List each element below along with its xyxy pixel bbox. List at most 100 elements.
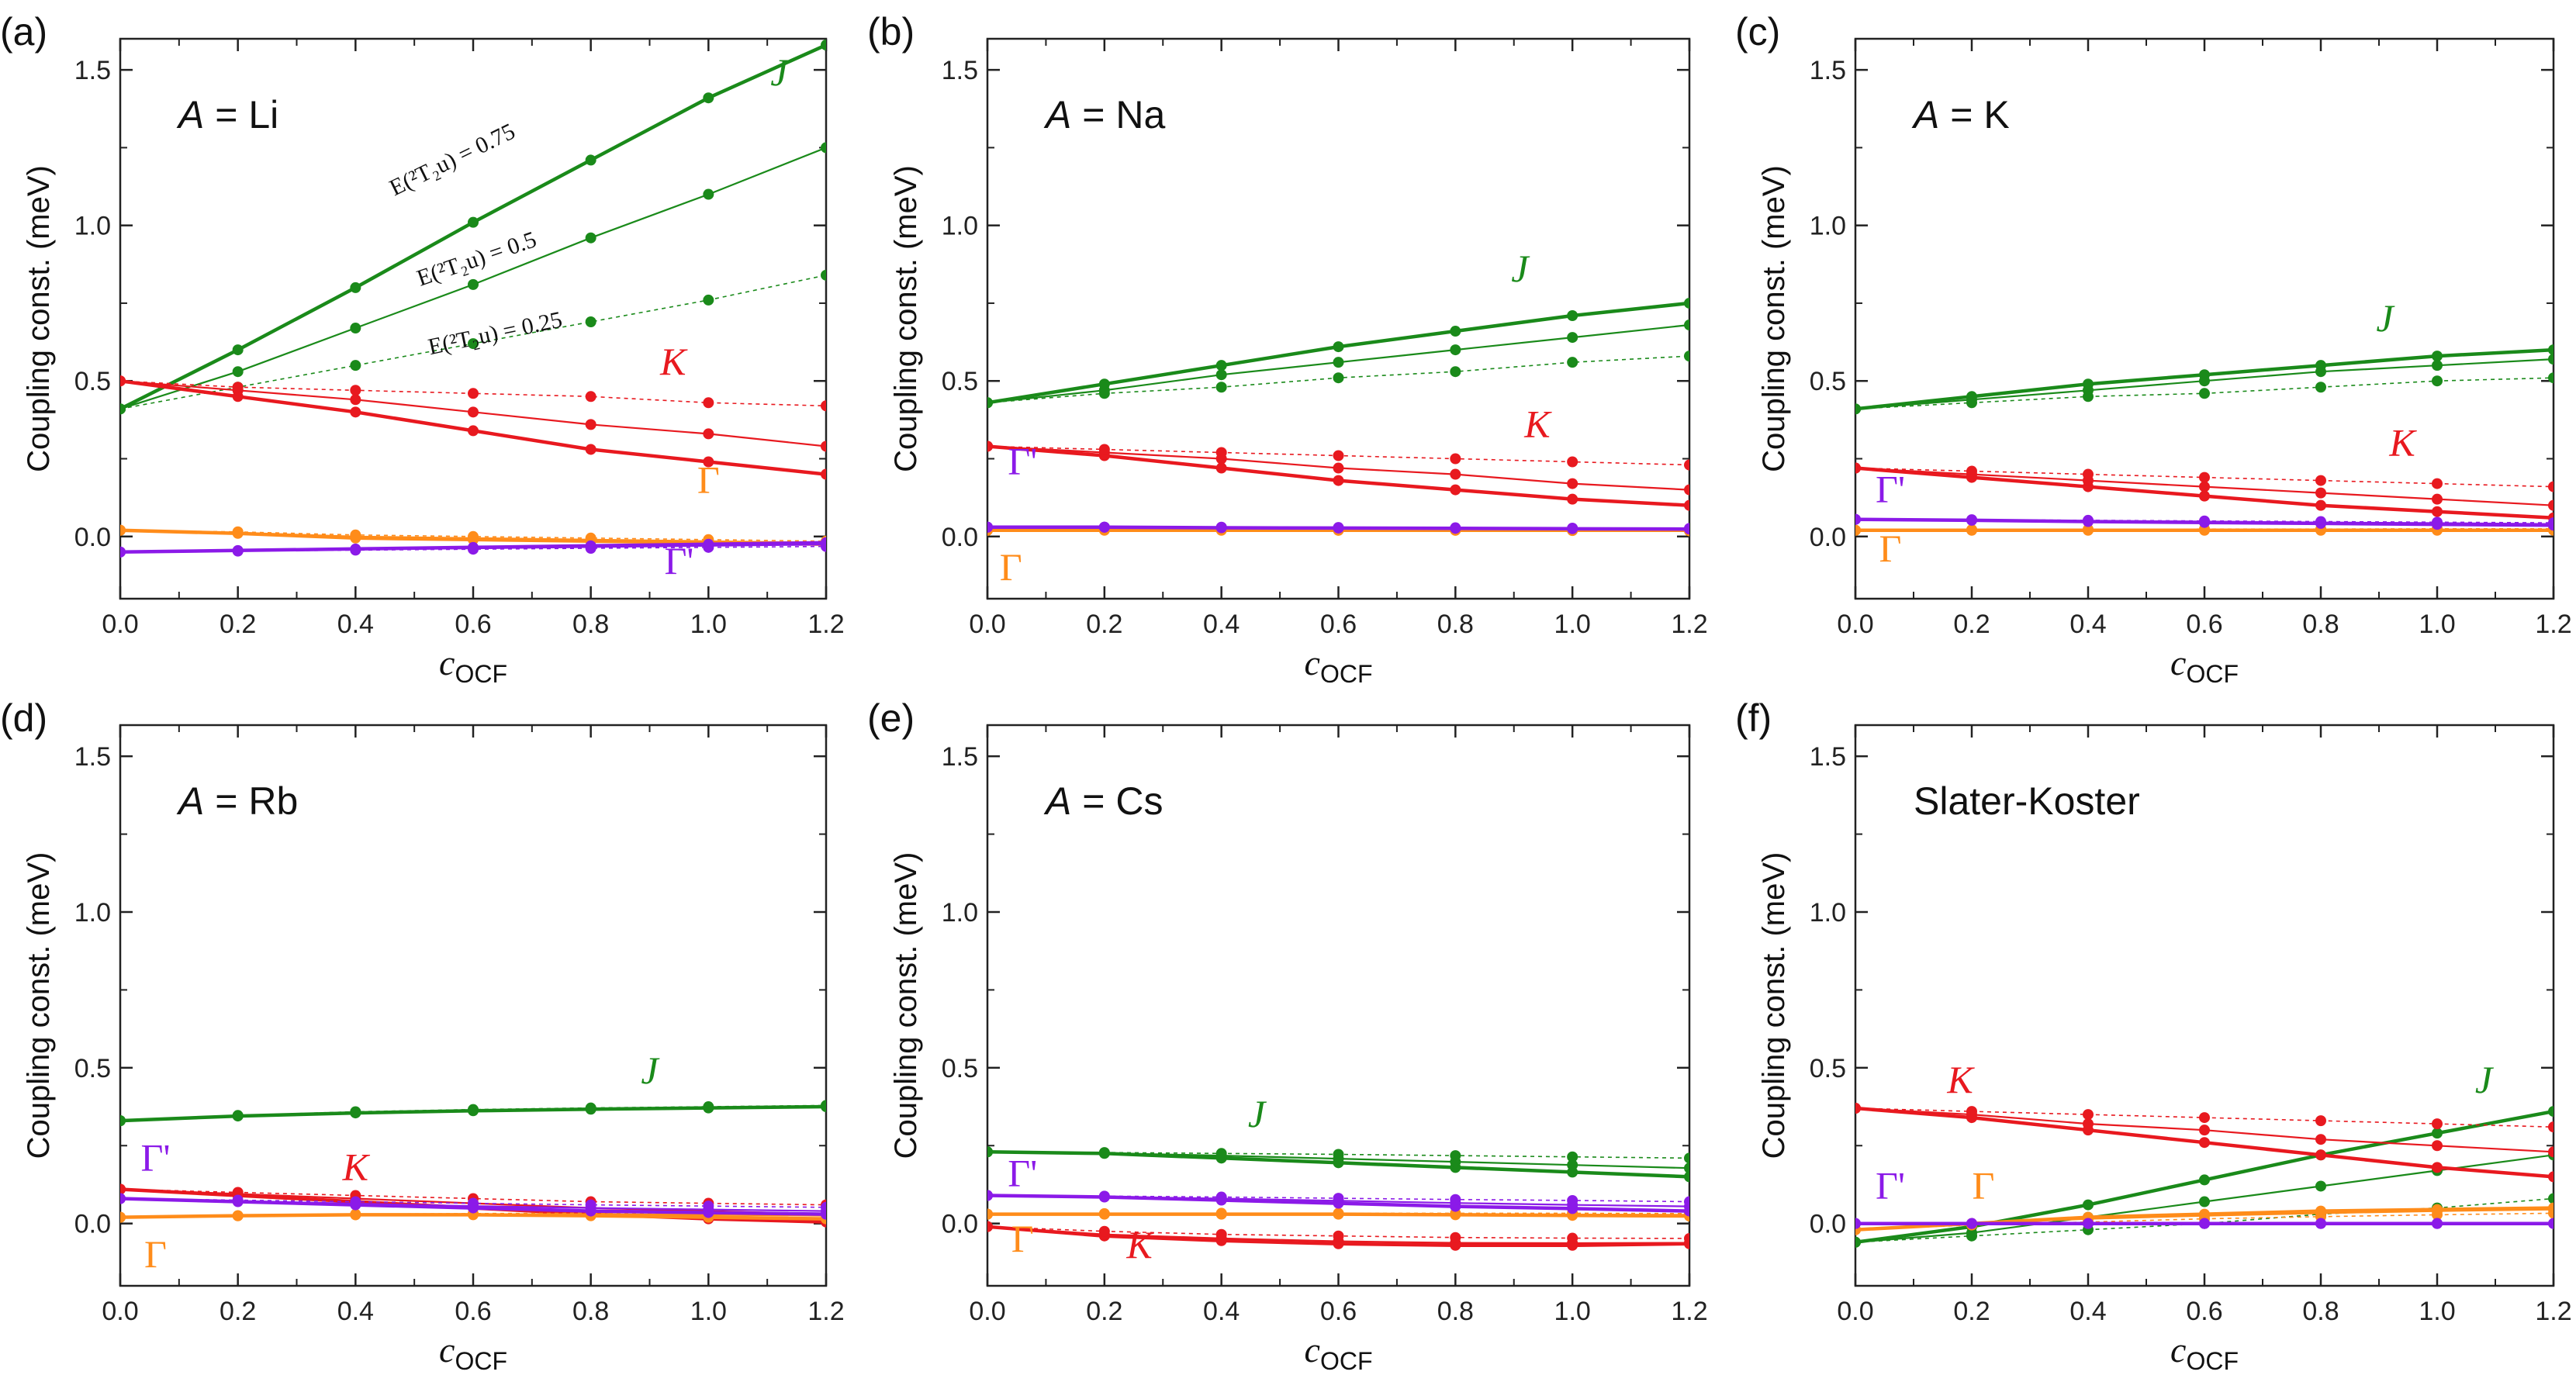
x-tick-label: 0.6 [455,610,491,639]
data-point-J-0.75 [821,40,826,51]
data-point-J-0.5 [2199,375,2210,387]
data-point-K-0.5 [1450,468,1461,480]
x-axis-var: c [2170,643,2186,682]
data-point-J-0.5 [2199,1196,2210,1207]
series-label: Γ [1879,527,1902,570]
y-tick-label: 0.0 [1810,1210,1846,1239]
panel-title: A = Rb [176,779,298,823]
y-tick-label: 1.5 [942,742,978,772]
data-point-GammaP-0.25 [703,541,714,553]
data-point-J-0.25 [1450,1150,1461,1162]
series-label: Γ' [1008,440,1037,483]
data-point-Gamma-0.25 [2548,1207,2554,1219]
data-point-K-0.25 [232,1187,244,1198]
y-tick-label: 0.5 [1810,367,1846,396]
data-point-J-0.25 [1215,382,1227,393]
x-tick-label: 0.4 [1203,610,1240,639]
data-point-GammaP-0.25 [120,1193,126,1204]
data-point-J-0.25 [703,294,714,306]
y-tick-label: 1.5 [942,56,978,85]
data-point-K-0.5 [585,419,596,430]
data-point-K-0.5 [1684,484,1689,496]
data-point-GammaP-0.25 [703,1201,714,1212]
data-point-J-0.25 [2199,388,2210,399]
data-point-K-0.25 [987,440,993,452]
data-point-J-0.75 [2199,1174,2210,1186]
x-tick-label: 0.8 [2302,610,2339,639]
y-tick-label: 1.5 [1810,56,1846,85]
data-point-K-0.5 [2083,1118,2094,1130]
data-point-GammaP-0.25 [120,546,126,558]
series-layer [120,1100,826,1228]
data-point-GammaP-0.25 [1855,1218,1861,1229]
data-point-Gamma-0.25 [350,1208,361,1220]
x-axis-var: c [1305,1330,1320,1370]
data-point-J-0.25 [1855,1236,1861,1248]
data-point-J-0.25 [468,338,479,350]
data-point-J-0.25 [1098,388,1110,399]
data-point-GammaP-0.25 [350,1196,361,1207]
data-point-J-0.75 [2548,344,2554,356]
x-tick-label: 0.0 [1837,610,1873,639]
data-point-Gamma-0.25 [2083,523,2094,535]
data-point-GammaP-0.25 [585,543,596,554]
panel-label: (b) [867,10,915,54]
y-tick-label: 0.0 [942,1210,978,1239]
data-point-J-0.5 [232,366,244,378]
data-point-GammaP-0.25 [1098,1190,1110,1202]
data-point-J-0.75 [232,344,244,356]
data-point-J-0.5 [1215,369,1227,381]
data-point-K-0.25 [350,385,361,396]
x-axis-title: cOCF [439,1330,507,1375]
data-point-K-0.25 [1098,444,1110,455]
data-point-K-0.25 [1855,462,1861,474]
x-tick-label: 0.2 [1953,610,1990,639]
data-point-Gamma-0.25 [1333,1207,1344,1219]
panel-title-rest: = Li [204,93,278,136]
x-axis-var: c [2170,1330,2186,1370]
x-tick-label: 0.8 [2302,1297,2339,1326]
data-point-Gamma-0.25 [232,526,244,537]
data-point-K-0.25 [1684,1232,1689,1244]
data-point-K-0.25 [1855,1103,1861,1114]
chart-panel-c: 0.0 0.5 1.0 1.5 0.0 0.2 0.4 0.6 0.8 1.0 1.2 Couplin… [1735,10,2572,688]
data-point-K-0.75 [2199,1137,2210,1149]
y-tick-label: 1.0 [1810,898,1846,928]
data-point-K-0.5 [1567,478,1578,489]
data-point-J-0.75 [468,216,479,228]
data-point-K-0.25 [1567,1232,1578,1244]
data-point-J-0.75 [2432,351,2443,362]
data-point-GammaP-0.25 [1215,1191,1227,1203]
panel-title: A = Li [176,93,278,136]
series-layer [1855,1103,2554,1248]
x-tick-label: 1.2 [2535,610,2571,639]
data-point-K-0.75 [2315,1149,2326,1161]
series-label: Γ' [141,1135,171,1179]
data-point-K-0.75 [703,456,714,468]
data-point-GammaP-0.25 [1966,514,1977,526]
panel-label: (d) [0,696,47,740]
data-point-J-0.75 [1684,297,1689,309]
panel-title: A = Na [1043,93,1165,136]
data-point-K-0.75 [1215,462,1227,474]
data-point-K-0.25 [2548,481,2554,492]
data-point-K-0.25 [1450,1232,1461,1243]
data-point-K-0.5 [2315,1134,2326,1145]
data-point-J-0.25 [1450,366,1461,378]
x-tick-label: 0.2 [1086,1297,1122,1326]
data-point-GammaP-0.25 [1567,1194,1578,1206]
y-axis-title: Coupling const. (meV) [889,165,923,472]
x-tick-label: 0.2 [1086,610,1122,639]
chart-panel-f: 0.0 0.5 1.0 1.5 0.0 0.2 0.4 0.6 0.8 1.0 1.2 Couplin… [1735,696,2572,1375]
data-point-GammaP-0.25 [1333,522,1344,534]
data-point-K-0.25 [2315,1115,2326,1127]
data-point-J-0.25 [468,1104,479,1115]
data-point-J-0.25 [821,1100,826,1111]
panel-title: A = Cs [1043,779,1163,823]
data-point-J-0.5 [1684,320,1689,331]
data-point-K-0.75 [2315,499,2326,511]
series-label: J [770,50,790,94]
data-point-GammaP-0.25 [987,1190,993,1201]
data-point-K-0.25 [1966,465,1977,477]
